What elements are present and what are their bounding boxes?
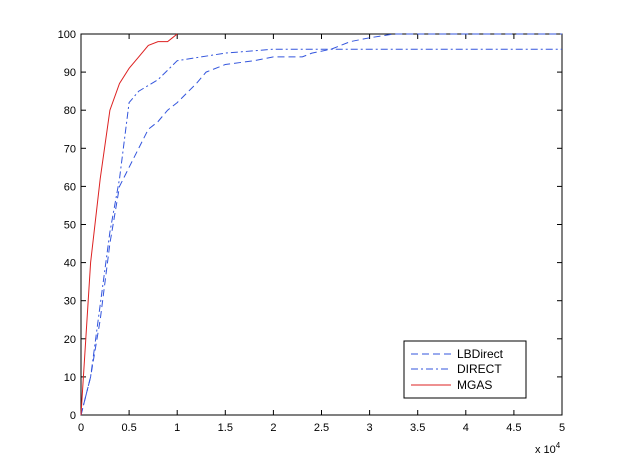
y-tick-label: 80 bbox=[64, 105, 76, 117]
x-tick-label: 4 bbox=[463, 422, 469, 434]
series-line-lbdirect bbox=[80, 33, 562, 416]
y-tick-label: 10 bbox=[64, 372, 76, 384]
legend-label-direct: DIRECT bbox=[457, 362, 502, 376]
x-tick-label: 3.5 bbox=[410, 422, 425, 434]
x-tick-label: 5 bbox=[559, 422, 565, 434]
y-tick-label: 90 bbox=[64, 67, 76, 79]
x-tick-label: 0 bbox=[78, 422, 84, 434]
x-exponent-label: x 104 bbox=[535, 441, 561, 456]
x-exponent-power: 4 bbox=[556, 441, 561, 450]
x-tick-label: 4.5 bbox=[506, 422, 521, 434]
x-tick-label: 2 bbox=[270, 422, 276, 434]
y-tick-label: 100 bbox=[58, 29, 76, 41]
y-tick-label: 30 bbox=[64, 296, 76, 308]
series-line-mgas bbox=[80, 33, 178, 416]
x-tick-label: 3 bbox=[367, 422, 373, 434]
legend-label-lbdirect: LBDirect bbox=[457, 347, 504, 361]
series-lines bbox=[80, 33, 562, 416]
legend-label-mgas: MGAS bbox=[457, 378, 492, 392]
series-line-direct bbox=[80, 48, 562, 416]
y-tick-label: 60 bbox=[64, 181, 76, 193]
x-tick-label: 2.5 bbox=[314, 422, 329, 434]
x-tick-label: 1.5 bbox=[218, 422, 233, 434]
y-tick-label: 50 bbox=[64, 220, 76, 232]
y-tick-label: 70 bbox=[64, 143, 76, 155]
legend-box bbox=[403, 340, 527, 399]
axis-ticks: 0 0.5 1 1.5 2 2.5 3 3.5 4 4.5 50102030405060708090… bbox=[58, 29, 565, 434]
x-tick-label: 1 bbox=[174, 422, 180, 434]
y-tick-label: 40 bbox=[64, 258, 76, 270]
y-tick-label: 0 bbox=[70, 410, 76, 422]
y-tick-label: 20 bbox=[64, 334, 76, 346]
x-tick-label: 0.5 bbox=[121, 422, 136, 434]
